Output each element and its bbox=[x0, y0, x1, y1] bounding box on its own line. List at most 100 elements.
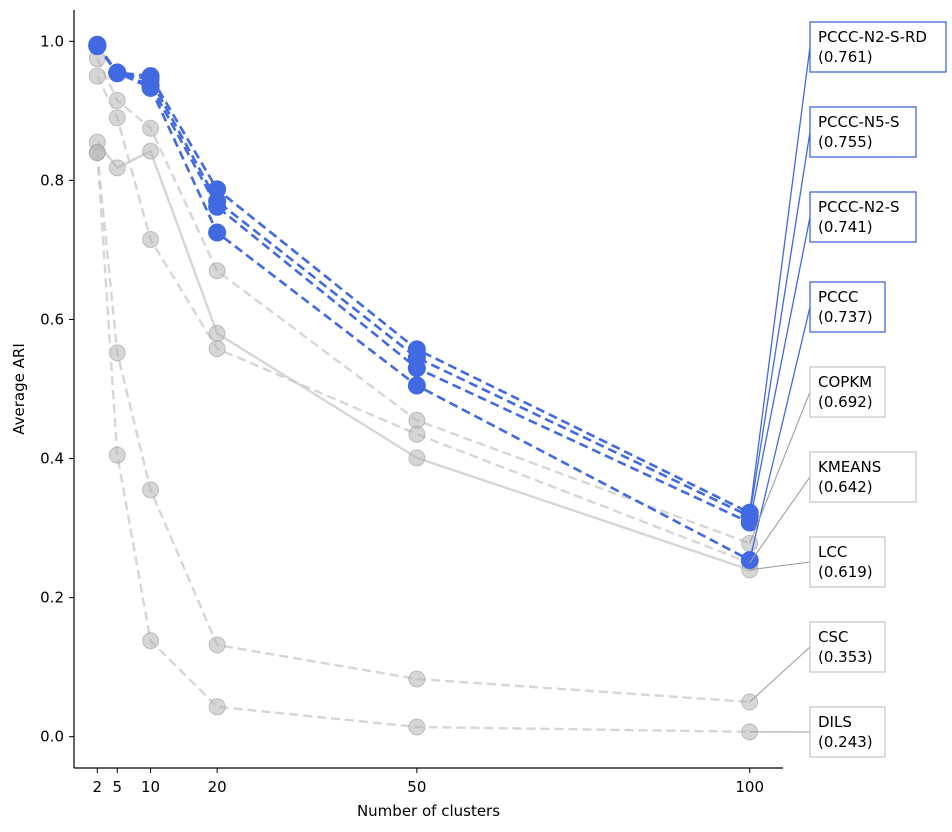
legend-entry-csc: CSC (0.353) bbox=[809, 621, 886, 673]
data-point-pccc bbox=[108, 63, 127, 82]
ticks: 2 5 10 20 50 100 0.0 0.2 0.4 0.6 0.8 1.0 bbox=[40, 32, 764, 796]
series-pccc-n2-s-rd bbox=[88, 35, 759, 522]
data-point-lcc bbox=[142, 142, 160, 160]
series-pccc bbox=[88, 36, 759, 570]
x-tick-label: 100 bbox=[735, 778, 764, 796]
data-point-kmeans bbox=[408, 425, 426, 443]
y-tick-label: 0.2 bbox=[40, 589, 64, 607]
legend-entry-kmeans: KMEANS (0.642) bbox=[809, 451, 917, 503]
legend-box bbox=[809, 366, 886, 418]
x-tick-label: 5 bbox=[112, 778, 122, 796]
data-point-dils bbox=[108, 446, 126, 464]
legend-label: LCC bbox=[818, 543, 847, 561]
legend-label: DILS bbox=[818, 713, 852, 731]
legend-label: CSC bbox=[818, 628, 848, 646]
data-point-dils bbox=[142, 632, 160, 650]
y-tick-label: 0.8 bbox=[40, 171, 64, 189]
data-point-pccc bbox=[208, 223, 227, 242]
data-point-csc bbox=[142, 481, 160, 499]
y-tick-label: 0.4 bbox=[40, 450, 64, 468]
legend-score: (0.619) bbox=[818, 563, 873, 581]
legend-connector-kmeans bbox=[749, 476, 811, 564]
series-line-dils bbox=[96, 152, 750, 734]
legend-score: (0.642) bbox=[818, 478, 873, 496]
data-point-csc bbox=[108, 344, 126, 362]
series-line-pccc bbox=[96, 44, 751, 562]
x-axis-title: Number of clusters bbox=[357, 802, 500, 820]
series-line-kmeans bbox=[96, 75, 751, 564]
legend-connector-pccc-n2-s-rd bbox=[749, 46, 811, 513]
series-line-csc bbox=[96, 152, 750, 704]
legend-connector-layer bbox=[749, 46, 811, 733]
series-copkm bbox=[88, 50, 759, 552]
data-point-copkm bbox=[142, 119, 160, 137]
series-line-pccc-n2-s-rd bbox=[96, 44, 751, 514]
legend-box bbox=[809, 191, 917, 243]
legend-score: (0.755) bbox=[818, 133, 873, 151]
legend-score: (0.741) bbox=[818, 218, 873, 236]
legend-label: PCCC bbox=[818, 288, 858, 306]
series-line-pccc-n2-s bbox=[96, 44, 751, 524]
legend-score: (0.737) bbox=[818, 308, 873, 326]
x-tick-label: 10 bbox=[141, 778, 160, 796]
data-point-kmeans bbox=[208, 340, 226, 358]
data-point-pccc bbox=[88, 36, 107, 55]
data-point-kmeans bbox=[142, 230, 160, 248]
x-tick-label: 50 bbox=[407, 778, 426, 796]
legend-box bbox=[809, 21, 947, 73]
legend-score: (0.761) bbox=[818, 48, 873, 66]
legend-connector-pccc-n2-s bbox=[749, 216, 811, 523]
legend-entry-pccc-n2-s: PCCC-N2-S (0.741) bbox=[809, 191, 917, 243]
data-point-copkm bbox=[208, 262, 226, 280]
legend-entry-pccc: PCCC (0.737) bbox=[809, 281, 886, 333]
legend-entry-lcc: LCC (0.619) bbox=[809, 536, 886, 588]
legend-score: (0.243) bbox=[818, 733, 873, 751]
data-point-dils bbox=[88, 144, 106, 162]
axes bbox=[73, 10, 783, 769]
legend-entry-pccc-n2-s-rd: PCCC-N2-S-RD (0.761) bbox=[809, 21, 947, 73]
legend-box bbox=[809, 621, 886, 673]
legend-box bbox=[809, 106, 917, 158]
data-point-pccc-n2-s bbox=[407, 359, 426, 378]
data-point-kmeans bbox=[108, 109, 126, 127]
legend-score: (0.692) bbox=[818, 393, 873, 411]
x-tick-label: 20 bbox=[208, 778, 227, 796]
legend-box bbox=[809, 451, 917, 503]
data-point-lcc bbox=[108, 159, 126, 177]
legend-connector-csc bbox=[749, 646, 811, 703]
legend-label: KMEANS bbox=[818, 458, 881, 476]
y-tick-label: 0.0 bbox=[40, 728, 64, 746]
legend-label: PCCC-N2-S-RD bbox=[818, 28, 927, 46]
legend-label: COPKM bbox=[818, 373, 872, 391]
data-point-kmeans bbox=[88, 67, 106, 85]
legend-box bbox=[809, 281, 886, 333]
series-layer bbox=[88, 35, 759, 741]
series-line-pccc-n5-s bbox=[96, 45, 751, 518]
legend: PCCC-N2-S-RD(0.761)PCCC-N5-S(0.755)PCCC-… bbox=[809, 21, 947, 758]
data-point-pccc bbox=[407, 376, 426, 395]
legend-box bbox=[809, 536, 886, 588]
x-tick-label: 2 bbox=[93, 778, 103, 796]
y-axis-title: Average ARI bbox=[10, 343, 28, 434]
legend-box bbox=[809, 706, 886, 758]
data-point-csc bbox=[408, 670, 426, 688]
data-point-csc bbox=[208, 636, 226, 654]
data-point-dils bbox=[408, 718, 426, 736]
legend-label: PCCC-N2-S bbox=[818, 198, 900, 216]
series-csc bbox=[88, 144, 759, 711]
y-tick-label: 0.6 bbox=[40, 310, 64, 328]
data-point-pccc bbox=[141, 78, 160, 97]
y-tick-label: 1.0 bbox=[40, 32, 64, 50]
data-point-lcc bbox=[208, 324, 226, 342]
legend-entry-copkm: COPKM (0.692) bbox=[809, 366, 886, 418]
data-point-lcc bbox=[408, 449, 426, 467]
data-point-pccc-n2-s bbox=[208, 197, 227, 216]
series-dils bbox=[88, 144, 759, 741]
legend-connector-copkm bbox=[749, 391, 811, 544]
legend-connector-pccc-n5-s bbox=[749, 131, 811, 517]
data-point-copkm bbox=[108, 91, 126, 109]
legend-entry-dils: DILS (0.243) bbox=[809, 706, 886, 758]
data-point-dils bbox=[208, 698, 226, 716]
series-line-copkm bbox=[96, 58, 751, 545]
